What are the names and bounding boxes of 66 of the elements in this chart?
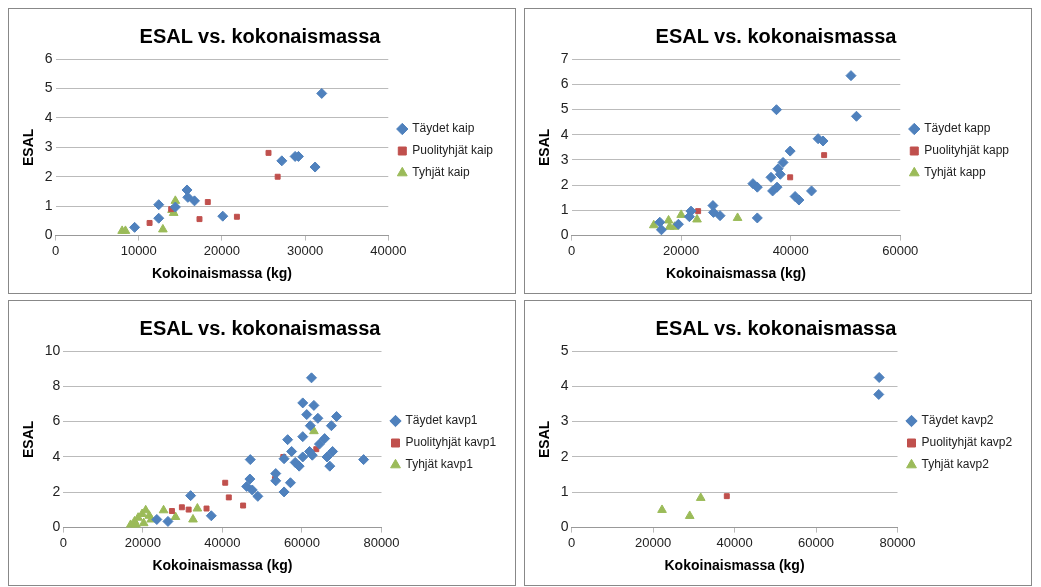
x-axis-title: Kokoinaismassa (kg) — [152, 557, 293, 574]
y-tick-label: 1 — [44, 197, 53, 214]
y-tick-label: 6 — [560, 75, 569, 92]
chart-title: ESAL vs. kokonaismassa — [655, 24, 898, 47]
x-axis-title: Kokoinaismassa (kg) — [665, 265, 806, 282]
y-tick-label: 4 — [560, 377, 569, 394]
legend-label: Tyhjät kaip — [412, 165, 470, 180]
legend-label: Puolityhjät kaip — [412, 143, 494, 158]
legend-label: Tyhjät kapp — [924, 165, 986, 180]
y-tick-label: 10 — [44, 341, 61, 358]
y-axis-title: ESAL — [20, 128, 37, 166]
x-tick-label: 60000 — [283, 534, 321, 550]
y-tick-label: 5 — [560, 341, 569, 358]
y-tick-label: 2 — [560, 176, 569, 192]
y-tick-label: 4 — [44, 108, 53, 125]
y-tick-label: 2 — [560, 447, 569, 464]
y-tick-label: 1 — [560, 201, 569, 218]
x-tick-label: 60000 — [882, 242, 919, 258]
y-tick-label: 2 — [52, 483, 61, 500]
x-axis-title: Kokoinaismassa (kg) — [151, 265, 292, 282]
legend-label: Tyhjät kavp2 — [921, 457, 990, 472]
legend-label: Täydet kavp1 — [405, 413, 478, 428]
legend-label: Täydet kapp — [924, 121, 991, 136]
chart-title: ESAL vs. kokonaismassa — [655, 316, 898, 339]
x-tick-label: 40000 — [716, 534, 753, 550]
x-tick-label: 20000 — [663, 242, 700, 258]
legend-label: Täydet kaip — [412, 121, 475, 136]
y-tick-label: 0 — [560, 518, 569, 535]
x-tick-label: 20000 — [634, 534, 672, 550]
y-tick-label: 3 — [560, 412, 569, 429]
y-tick-label: 2 — [44, 167, 53, 184]
y-tick-label: 5 — [560, 100, 569, 117]
x-axis-title: Kokoinaismassa (kg) — [664, 557, 805, 574]
y-tick-label: 4 — [52, 447, 61, 464]
y-tick-label: 0 — [52, 518, 61, 535]
legend-label: Puolityhjät kavp2 — [921, 435, 1013, 450]
x-tick-label: 10000 — [120, 242, 157, 258]
y-tick-label: 3 — [560, 150, 569, 167]
x-tick-label: 40000 — [772, 242, 809, 258]
y-tick-label: 0 — [44, 226, 53, 243]
y-tick-label: 7 — [560, 49, 569, 66]
x-tick-label: 40000 — [204, 534, 241, 550]
y-axis-title: ESAL — [536, 420, 553, 458]
y-tick-label: 4 — [560, 125, 569, 142]
legend-label: Puolityhjät kapp — [924, 143, 1010, 158]
x-tick-label: 20000 — [124, 534, 161, 550]
x-tick-label: 60000 — [797, 534, 835, 550]
y-tick-label: 6 — [44, 49, 53, 66]
x-tick-label: 30000 — [287, 242, 324, 258]
legend-label: Puolityhjät kavp1 — [405, 435, 497, 450]
x-tick-label: 80000 — [879, 534, 916, 550]
y-tick-label: 6 — [52, 412, 61, 429]
chart-title: ESAL vs. kokonaismassa — [139, 316, 382, 339]
x-tick-label: 80000 — [363, 534, 400, 550]
y-tick-label: 5 — [44, 79, 53, 96]
chart-title: ESAL vs. kokonaismassa — [139, 24, 382, 47]
y-axis-title: ESAL — [20, 420, 37, 458]
legend-label: Tyhjät kavp1 — [405, 457, 474, 472]
y-axis-title: ESAL — [536, 128, 553, 166]
legend-label: Täydet kavp2 — [921, 413, 994, 428]
y-tick-label: 1 — [560, 483, 569, 500]
y-tick-label: 0 — [560, 226, 569, 243]
x-tick-label: 40000 — [370, 242, 407, 258]
y-tick-label: 3 — [44, 138, 53, 155]
y-tick-label: 8 — [52, 377, 61, 394]
x-tick-label: 20000 — [203, 242, 241, 258]
